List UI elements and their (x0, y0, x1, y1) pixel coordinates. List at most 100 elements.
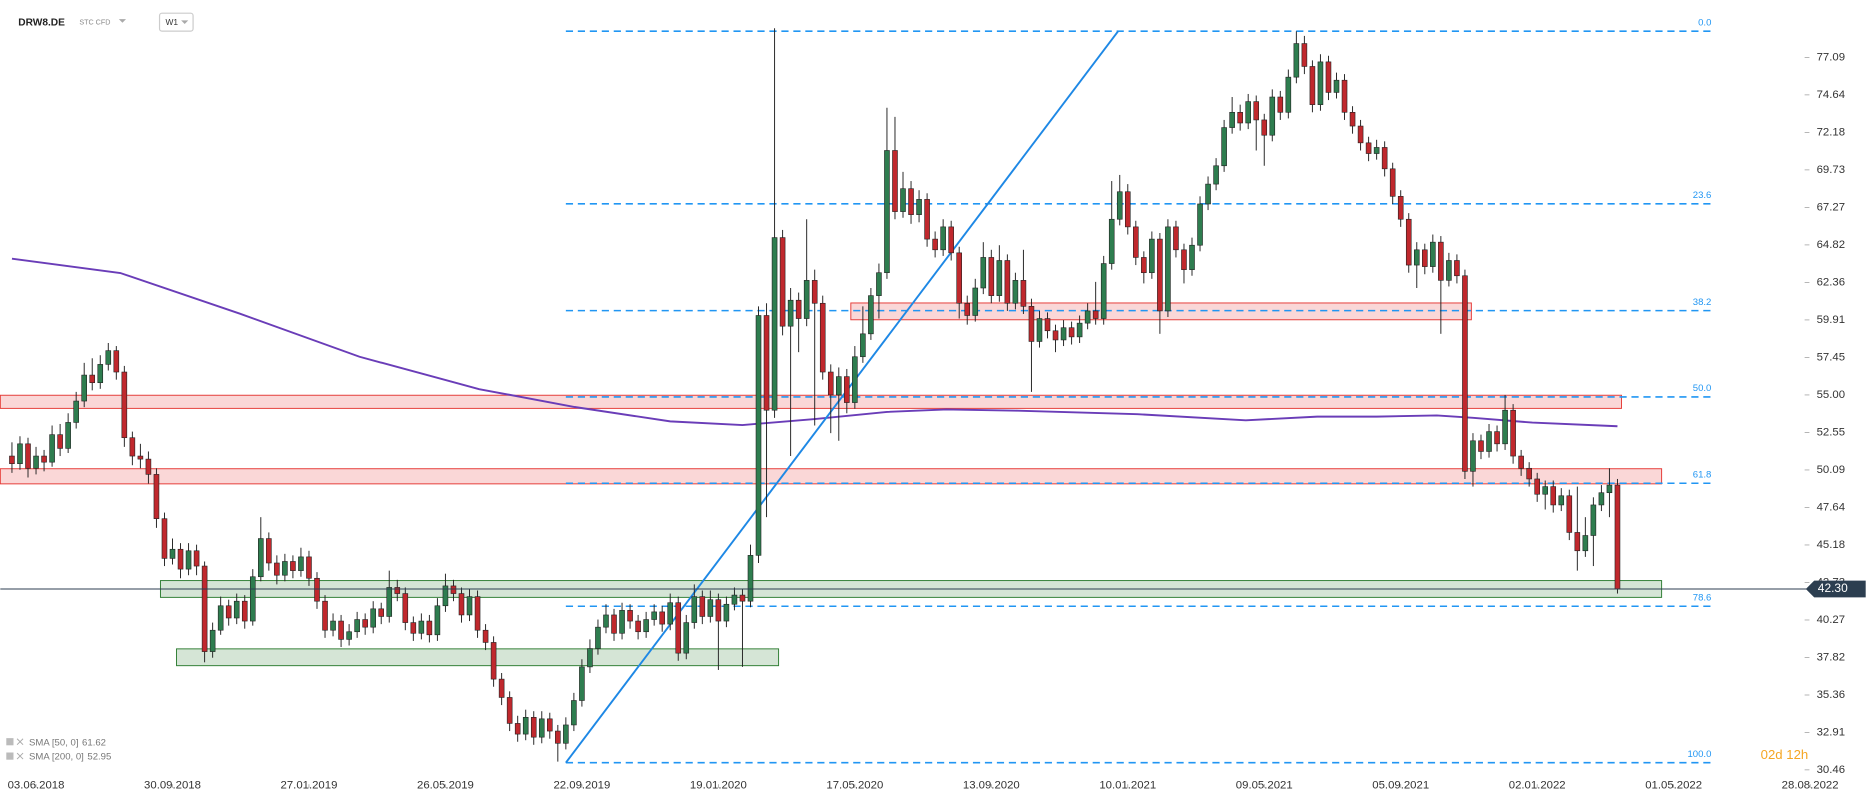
candle-body (1173, 226, 1179, 251)
candle-body (555, 730, 561, 744)
indicator-legend: SMA [200, 0] 52.95 (29, 751, 111, 762)
candle-body (129, 437, 136, 457)
candle-body (1213, 165, 1219, 185)
candle-body (378, 608, 385, 617)
candle-body (1389, 168, 1396, 197)
candle-body (105, 350, 112, 365)
candle-body (193, 550, 200, 567)
candle-body (1526, 467, 1532, 480)
candle-body (715, 599, 722, 622)
candle-body (1068, 327, 1075, 338)
candle-body (1020, 280, 1027, 307)
indicator-legend: SMA [50, 0] 61.62 (29, 737, 106, 748)
candle-body (1133, 226, 1139, 258)
candle-body (1237, 111, 1243, 124)
timeframe-button[interactable] (158, 12, 194, 32)
candle-body (1422, 249, 1428, 267)
candle-body (868, 295, 874, 335)
dropdown-arrow[interactable] (181, 20, 189, 24)
candle-body (707, 599, 714, 617)
candle-body (1542, 486, 1549, 495)
candle-body (1189, 244, 1195, 270)
candle-body (1261, 119, 1268, 136)
y-tick-label: 57.45 (1817, 352, 1845, 364)
candle-body (1397, 196, 1404, 220)
timeframe[interactable]: W1 (166, 17, 179, 27)
candle-body (811, 280, 818, 304)
zone (0, 394, 1622, 409)
candle-body (619, 610, 625, 634)
candle-body (1446, 260, 1452, 281)
candle-body (482, 629, 489, 643)
x-tick-label: 09.05.2021 (1236, 779, 1293, 791)
candle-body (185, 550, 192, 570)
candle-body (498, 678, 505, 698)
candle-body (1590, 504, 1597, 536)
candle-body (17, 443, 23, 464)
candle-body (89, 374, 96, 384)
candle-body (972, 287, 979, 316)
indicator-name: SMA [50, 0] (29, 737, 78, 748)
indicator-name: SMA [200, 0] (29, 751, 84, 762)
candle-body (217, 605, 224, 631)
y-tick-label: 50.09 (1817, 464, 1845, 476)
candle-body (1518, 455, 1524, 469)
candle-body (683, 622, 690, 654)
y-tick-label: 74.64 (1817, 89, 1845, 101)
candle-body (490, 642, 497, 680)
candle-body (827, 371, 834, 396)
dropdown-arrow[interactable] (118, 19, 127, 23)
candle-body (1124, 191, 1131, 228)
y-tick-label: 69.73 (1817, 164, 1845, 176)
candle-body (145, 458, 152, 475)
candle-body (651, 611, 657, 620)
candle-body (988, 257, 995, 296)
candle-body (924, 199, 930, 240)
candle-body (25, 443, 31, 469)
y-tick-label: 37.82 (1817, 651, 1845, 663)
candle-body (1357, 125, 1364, 144)
candle-body (1100, 263, 1107, 319)
candle-body (892, 150, 898, 212)
instrument-type[interactable]: STC CFD (79, 19, 110, 27)
candle-body (121, 371, 128, 439)
candle-body (530, 717, 537, 738)
candle-body (876, 272, 882, 296)
candle-body (1309, 66, 1316, 105)
candle-body (1325, 61, 1332, 93)
candle-body (956, 252, 962, 304)
candle-body (860, 333, 866, 358)
candle-body (274, 562, 280, 576)
candle-body (1229, 111, 1235, 128)
candle-body (1430, 241, 1436, 267)
candle-body (370, 608, 376, 628)
candle-body (97, 364, 104, 384)
candle-body (458, 593, 465, 616)
candle-body (691, 596, 698, 623)
candle-body (1550, 486, 1557, 506)
candle-body (1582, 535, 1589, 552)
x-tick-label: 13.09.2020 (963, 779, 1020, 791)
indicator-value: 52.95 (87, 751, 111, 762)
y-tick-label: 52.55 (1817, 426, 1845, 438)
x-tick-label: 05.09.2021 (1372, 779, 1429, 791)
candle-body (1245, 101, 1251, 124)
candle-body (635, 620, 641, 633)
candle-body (595, 626, 601, 649)
candle-body (1614, 484, 1621, 590)
candle-body (603, 614, 609, 628)
candle-body (964, 302, 971, 316)
candle-body (1405, 218, 1412, 266)
candle-body (1574, 532, 1581, 552)
candle-body (418, 620, 425, 634)
candle-body (900, 188, 906, 212)
candle-body (1205, 183, 1211, 205)
candle-body (699, 596, 706, 617)
candle-body (747, 555, 754, 602)
candle-body (225, 605, 232, 619)
candle-body (1044, 318, 1051, 332)
candle-body (9, 455, 15, 464)
fib-label: 23.6 (1693, 190, 1712, 201)
candle-body (306, 556, 312, 579)
candle-body (169, 548, 176, 559)
